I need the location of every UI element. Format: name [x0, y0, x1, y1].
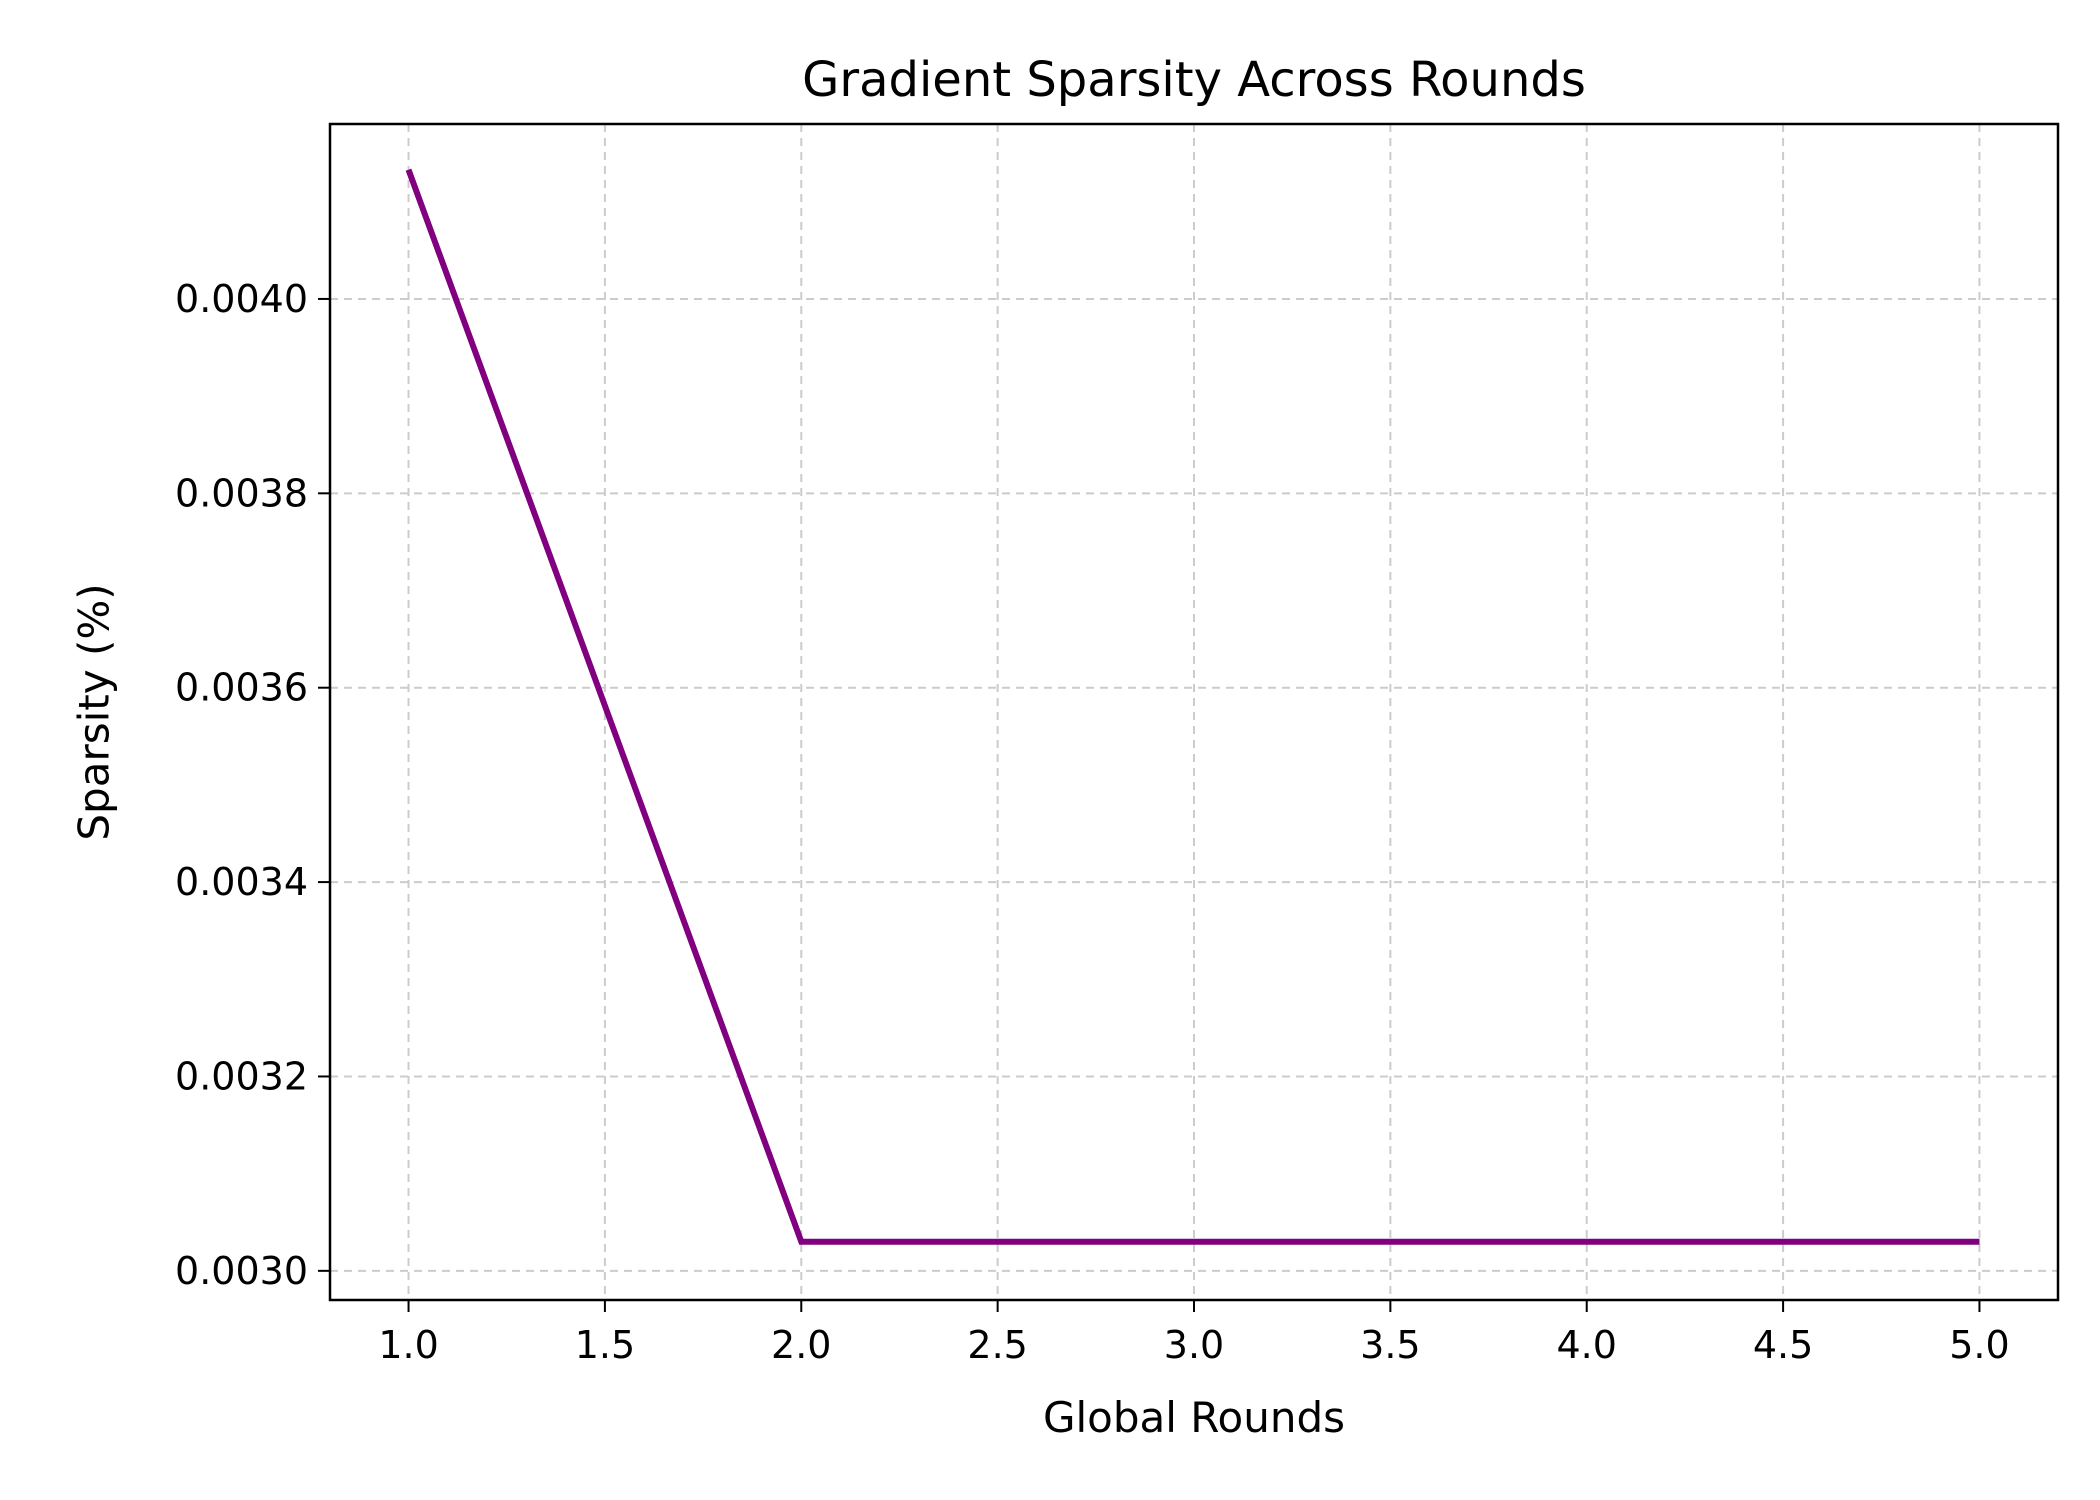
- series-line: [405, 168, 1980, 1245]
- y-tick-label: 0.0038: [175, 471, 308, 515]
- x-tick-label: 2.0: [771, 1323, 831, 1367]
- ticks: 1.0 1.5 2.0 2.5 3.0 3.5 4.0 4.5 5.0 0.0030 0.0032 0…: [175, 277, 2010, 1367]
- x-axis-title: Global Rounds: [1043, 1393, 1345, 1442]
- x-tick-label: 3.0: [1164, 1323, 1224, 1367]
- x-tick-label: 2.5: [967, 1323, 1027, 1367]
- y-tick-label: 0.0030: [175, 1249, 308, 1293]
- x-tick-label: 4.0: [1557, 1323, 1617, 1367]
- grid: [330, 124, 2058, 1300]
- y-tick-label: 0.0034: [175, 860, 308, 904]
- x-tick-label: 1.0: [378, 1323, 438, 1367]
- chart-title: Gradient Sparsity Across Rounds: [802, 52, 1586, 108]
- x-tick-label: 1.5: [575, 1323, 635, 1367]
- y-tick-label: 0.0036: [175, 666, 308, 710]
- x-tick-label: 4.5: [1753, 1323, 1813, 1367]
- x-tick-label: 5.0: [1949, 1323, 2009, 1367]
- series-layer: [405, 168, 1980, 1245]
- x-tick-label: 3.5: [1360, 1323, 1420, 1367]
- y-tick-label: 0.0032: [175, 1054, 308, 1098]
- y-axis-title: Sparsity (%): [70, 583, 119, 840]
- y-tick-label: 0.0040: [175, 277, 308, 321]
